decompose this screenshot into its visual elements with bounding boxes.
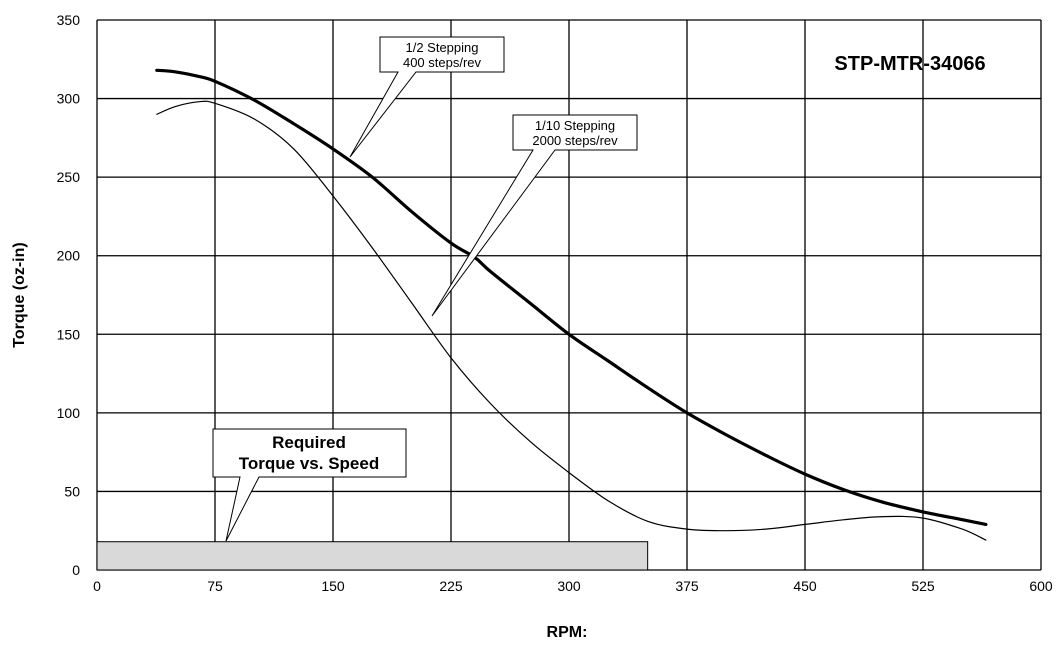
- series-line-half-stepping: [155, 68, 988, 526]
- x-axis-title: RPM:: [547, 624, 588, 641]
- x-tick-label: 0: [93, 578, 101, 594]
- tick-labels: 0 75 150 225 300 375 450 525 600 0 50 100 150 200 250 3…: [57, 12, 1053, 594]
- x-tick-label: 375: [675, 578, 699, 594]
- required-region: [96, 541, 649, 571]
- chart-title: STP-MTR-34066: [834, 53, 985, 75]
- y-tick-label: 100: [57, 405, 81, 421]
- y-tick-label: 300: [57, 91, 81, 107]
- x-tick-label: 150: [321, 578, 345, 594]
- tenth-stepping-label-line1: 1/10 Stepping: [535, 118, 615, 133]
- tenth-stepping-callout: 1/10 Stepping 2000 steps/rev: [431, 114, 638, 317]
- required-torque-box: [96, 541, 649, 571]
- y-axis-title: Torque (oz-in): [11, 242, 28, 347]
- required-label-line1: Required: [272, 433, 346, 452]
- y-tick-label: 200: [57, 248, 81, 264]
- required-torque-callout: Required Torque vs. Speed: [212, 428, 407, 542]
- series-lines: [155, 68, 988, 541]
- half-stepping-label-line2: 400 steps/rev: [403, 55, 482, 70]
- half-stepping-label-line1: 1/2 Stepping: [405, 40, 478, 55]
- y-tick-label: 350: [57, 12, 81, 28]
- x-tick-label: 225: [439, 578, 463, 594]
- tenth-stepping-label-line2: 2000 steps/rev: [532, 133, 618, 148]
- y-tick-label: 50: [64, 483, 80, 499]
- y-tick-label: 150: [57, 326, 81, 342]
- x-tick-label: 300: [557, 578, 581, 594]
- series-line-tenth-stepping: [156, 100, 987, 541]
- x-tick-label: 525: [911, 578, 935, 594]
- x-tick-label: 600: [1029, 578, 1053, 594]
- x-tick-label: 75: [207, 578, 223, 594]
- y-tick-label: 0: [72, 562, 80, 578]
- y-tick-label: 250: [57, 169, 81, 185]
- x-tick-label: 450: [793, 578, 817, 594]
- required-label-line2: Torque vs. Speed: [239, 454, 379, 473]
- half-stepping-callout: 1/2 Stepping 400 steps/rev: [349, 36, 505, 158]
